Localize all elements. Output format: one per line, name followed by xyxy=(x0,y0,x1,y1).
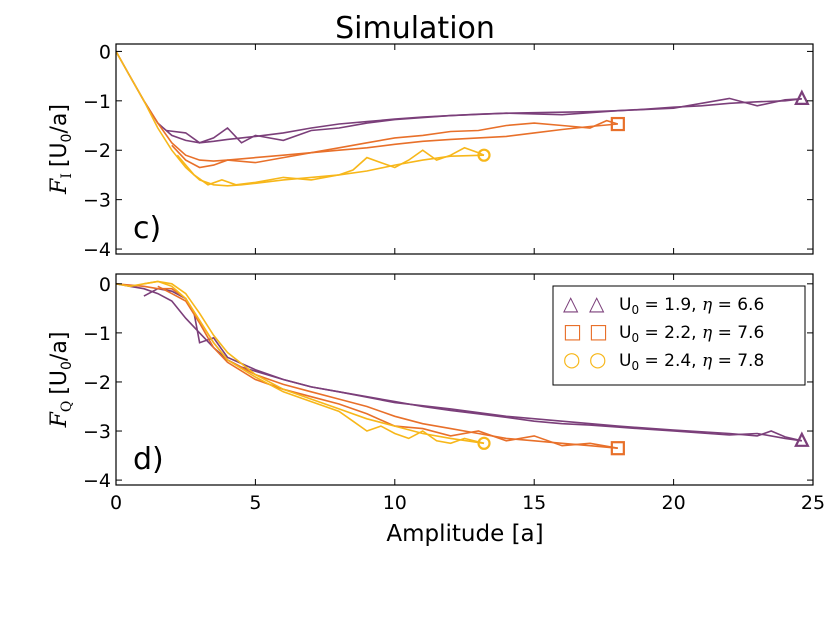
legend-marker: ○ xyxy=(589,347,606,371)
x-tick-label: 25 xyxy=(801,492,825,514)
legend-marker: □ xyxy=(589,319,608,343)
series-line-0 xyxy=(116,51,802,144)
y-tick-label: 0 xyxy=(99,41,111,63)
legend-marker: □ xyxy=(563,319,582,343)
y-tick-label: −1 xyxy=(83,91,111,113)
legend-label: U0 = 2.4, η = 7.8 xyxy=(619,351,764,373)
series-line-4 xyxy=(116,51,485,187)
y-tick-label: −2 xyxy=(83,372,111,394)
y-tick-label: −4 xyxy=(83,470,111,492)
x-tick-label: 5 xyxy=(249,492,261,514)
y-axis-label: FI[U0/a] xyxy=(47,104,75,195)
y-tick-label: −1 xyxy=(83,323,111,345)
legend-marker: △ xyxy=(589,291,605,315)
x-axis-label: Amplitude [a] xyxy=(386,521,543,547)
figure-title: Simulation xyxy=(335,11,495,46)
y-tick-label: −2 xyxy=(83,140,111,162)
series-line-2 xyxy=(116,283,618,449)
panel-c: 0 −1 −2 −3 −4 FI[U0/a] c) xyxy=(47,41,814,261)
x-tick-label: 20 xyxy=(662,492,686,514)
legend-label: U0 = 1.9, η = 6.6 xyxy=(619,295,764,317)
series-end-marker-2 xyxy=(610,441,625,456)
y-tick-label: 0 xyxy=(99,274,111,296)
panel-d: 0 5 10 15 20 25 0 −1 −2 −3 −4 FQ[U0/a] d) △ △ U0 = 1.9,… xyxy=(47,273,825,514)
y-axis-label: FQ[U0/a] xyxy=(47,332,75,429)
series-end-marker-0 xyxy=(794,89,810,105)
x-tick-label: 0 xyxy=(110,492,122,514)
series-end-marker-2 xyxy=(610,116,625,132)
y-tick-label: −3 xyxy=(83,190,111,212)
series-line-5 xyxy=(143,280,485,445)
plot-frame xyxy=(115,273,814,486)
plot-frame xyxy=(115,43,814,255)
panel-label: d) xyxy=(133,442,164,477)
series-end-marker-4 xyxy=(477,148,491,162)
series-line-2 xyxy=(116,51,618,162)
legend-box xyxy=(552,285,806,386)
series-line-3 xyxy=(157,285,618,449)
series-line-1 xyxy=(166,97,802,144)
x-tick-label: 15 xyxy=(522,492,546,514)
series-line-3 xyxy=(171,119,619,169)
series-line-0 xyxy=(116,283,802,442)
series-line-4 xyxy=(116,280,485,445)
series-end-marker-0 xyxy=(794,431,810,447)
x-tick-label: 10 xyxy=(383,492,407,514)
legend-marker: △ xyxy=(563,291,579,315)
y-tick-label: −3 xyxy=(83,421,111,443)
series-line-5 xyxy=(176,146,485,186)
series-end-marker-4 xyxy=(477,436,491,450)
legend-marker: ○ xyxy=(563,347,580,371)
panel-label: c) xyxy=(133,211,161,246)
legend-label: U0 = 2.2, η = 7.6 xyxy=(619,323,764,345)
y-tick-label: −4 xyxy=(83,239,111,261)
